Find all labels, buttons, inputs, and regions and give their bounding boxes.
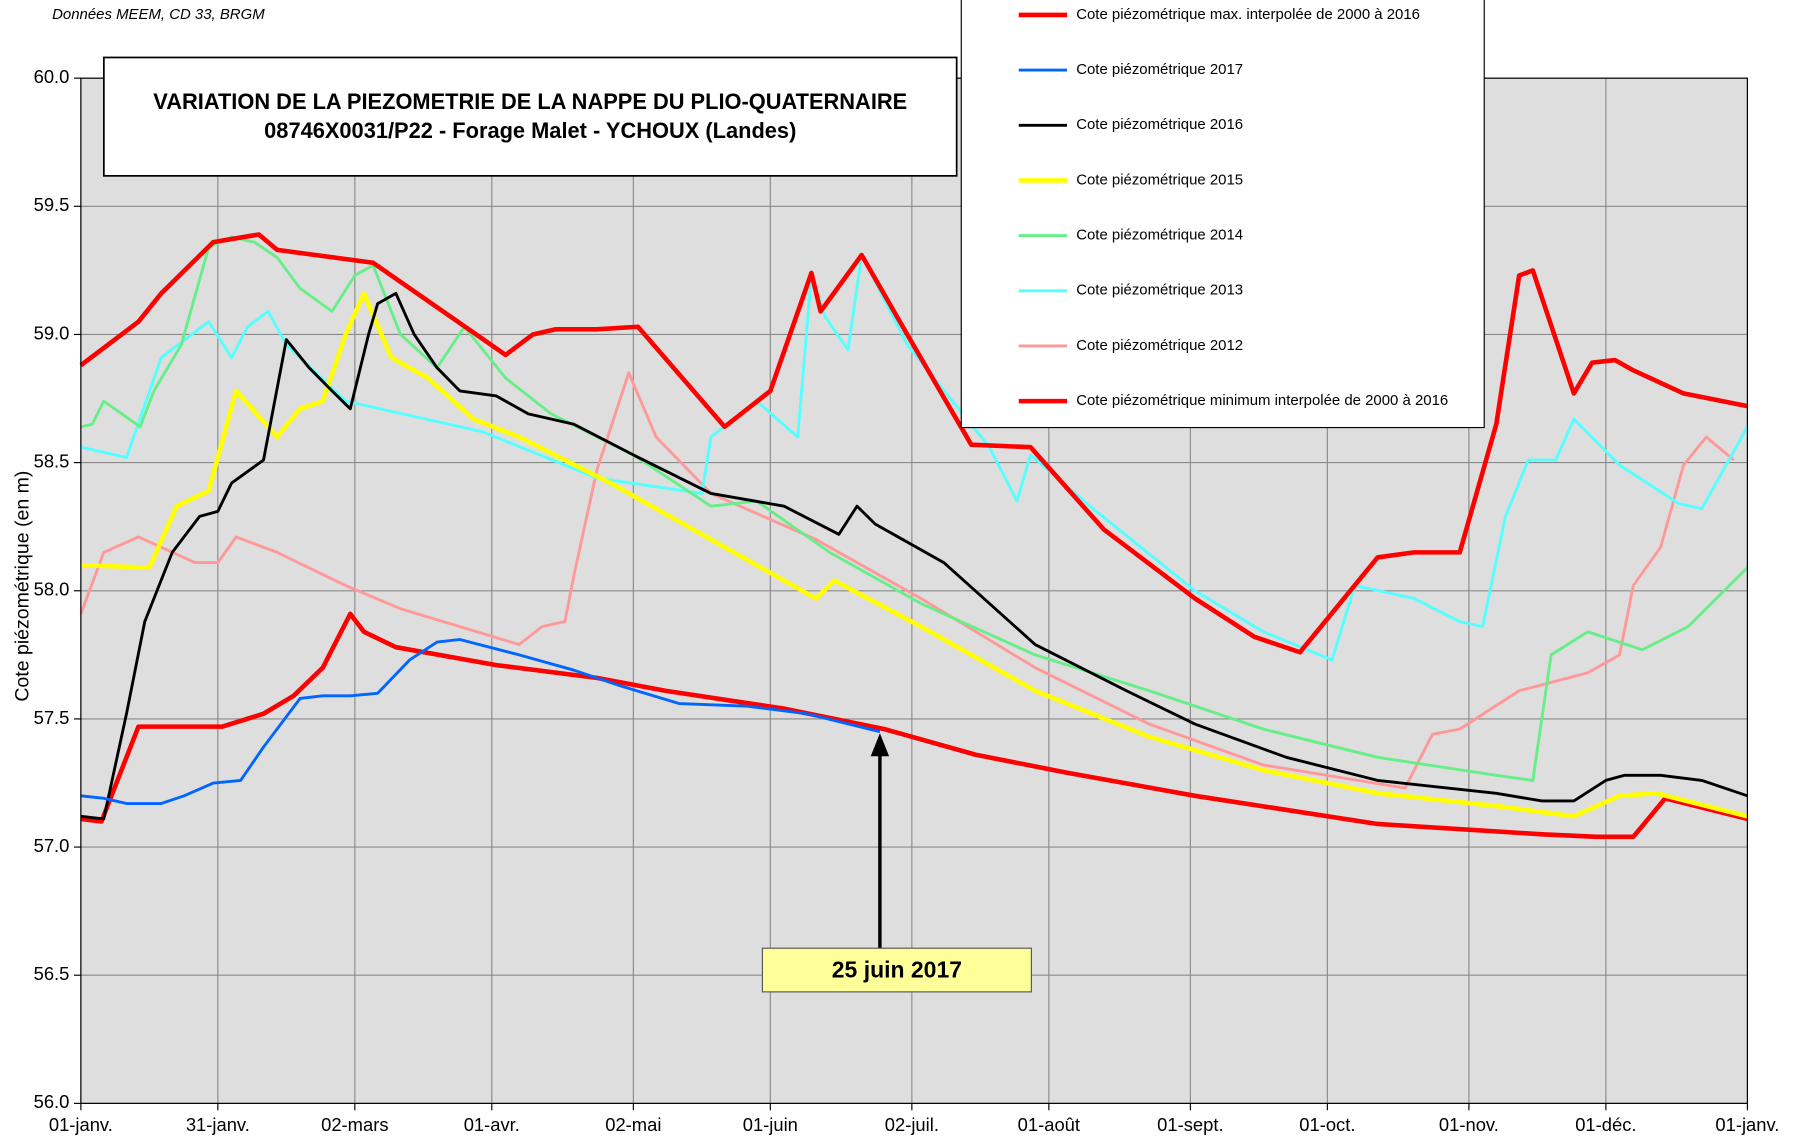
x-tick-label: 01-sept. — [1157, 1114, 1223, 1135]
legend-label: Cote piézométrique 2017 — [1076, 61, 1243, 78]
y-tick-label: 57.0 — [34, 835, 70, 856]
y-tick-label: 57.5 — [34, 707, 70, 728]
y-tick-label: 58.0 — [34, 579, 70, 600]
x-tick-label: 01-nov. — [1439, 1114, 1499, 1135]
x-tick-label: 01-juin — [743, 1114, 798, 1135]
y-tick-label: 56.5 — [34, 963, 70, 984]
y-tick-label: 56.0 — [34, 1091, 70, 1112]
legend-label: Cote piézométrique max. interpolée de 20… — [1076, 6, 1420, 23]
series-line — [80, 638, 881, 805]
annotation: 25 juin 2017 — [761, 733, 1032, 993]
legend-label: Cote piézométrique 2012 — [1076, 337, 1243, 354]
chart-title: VARIATION DE LA PIEZOMETRIE DE LA NAPPE … — [153, 89, 907, 114]
y-tick-label: 59.0 — [34, 322, 70, 343]
y-axis-label: Cote piézométrique (en m) — [12, 471, 34, 702]
source: Données MEEM, CD 33, BRGM — [52, 6, 265, 23]
legend-label: Cote piézométrique 2016 — [1076, 116, 1243, 133]
annotation-text: 25 juin 2017 — [832, 956, 962, 982]
x-tick-label: 01-août — [1018, 1114, 1080, 1135]
y-tick-label: 59.5 — [34, 194, 70, 215]
y-tick-label: 60.0 — [34, 66, 70, 87]
x-tick-label: 02-mars — [321, 1114, 388, 1135]
lines — [79, 232, 1749, 840]
x-tick-label: 01-janv. — [1715, 1114, 1779, 1135]
x-tick-label: 31-janv. — [186, 1114, 250, 1135]
y-tick-label: 58.5 — [34, 450, 70, 471]
legend-label: Cote piézométrique minimum interpolée de… — [1076, 392, 1448, 409]
legend-label: Cote piézométrique 2015 — [1076, 171, 1243, 188]
chart-subtitle: 08746X0031/P22 - Forage Malet - YCHOUX (… — [264, 118, 796, 143]
axes: 56.0 56.5 57.0 57.5 58.0 58.5 59.0 59.5 60.0 01-j… — [34, 66, 1780, 1135]
x-tick-label: 01-oct. — [1299, 1114, 1355, 1135]
series-line — [80, 291, 1748, 819]
legend: Cote piézométrique max. interpolée de 20… — [1018, 6, 1448, 409]
arrow-head — [870, 733, 890, 757]
series-line — [80, 611, 1748, 840]
series-line — [80, 235, 1749, 782]
series-line — [79, 232, 1748, 655]
x-tick-label: 02-juil. — [885, 1114, 939, 1135]
x-tick-label: 01-déc. — [1575, 1114, 1636, 1135]
x-tick-label: 02-mai — [605, 1114, 661, 1135]
series-line — [79, 371, 1735, 790]
title-box — [102, 56, 958, 177]
annotation-box — [761, 947, 1032, 993]
x-tick-label: 01-avr. — [464, 1114, 520, 1135]
series-line — [80, 291, 1748, 821]
legend-label: Cote piézométrique 2013 — [1076, 282, 1243, 299]
legend-label: Cote piézométrique 2014 — [1076, 227, 1243, 244]
x-tick-label: 01-janv. — [49, 1114, 113, 1135]
series-line — [80, 253, 1749, 662]
